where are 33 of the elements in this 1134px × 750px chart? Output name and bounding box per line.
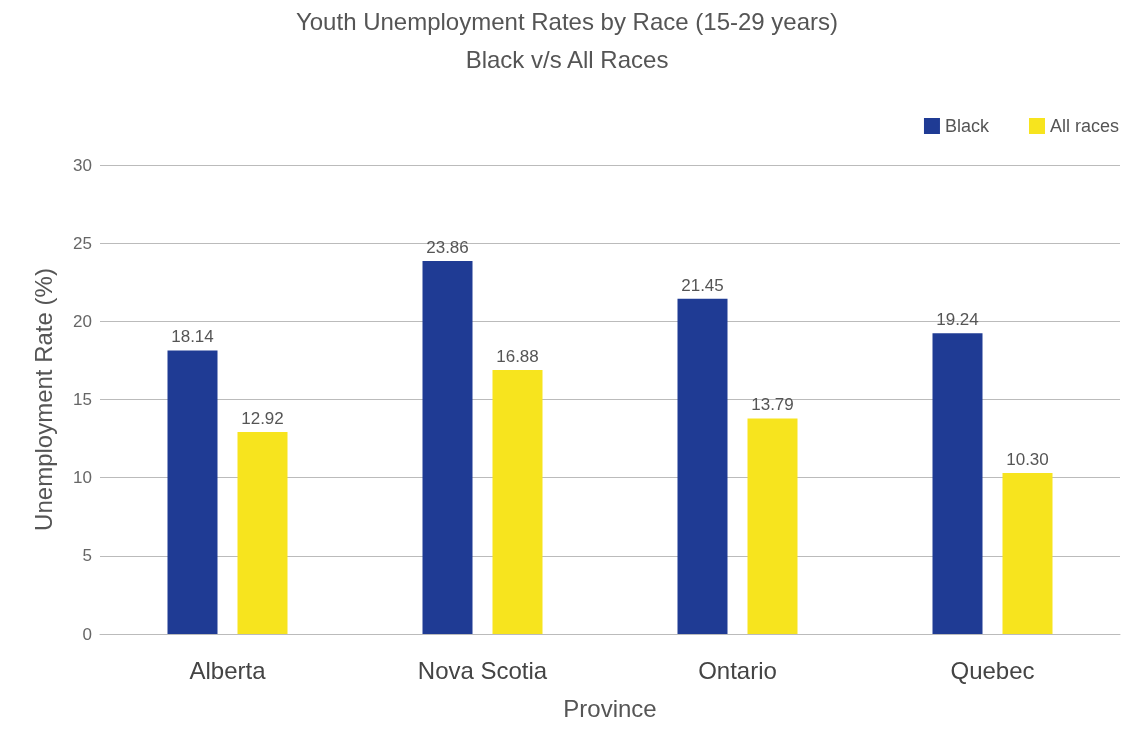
data-label: 10.30	[1006, 449, 1049, 469]
x-axis-title: Province	[563, 694, 657, 722]
legend-label: All races	[1049, 116, 1120, 136]
y-tick-label: 0	[82, 624, 92, 644]
bar	[167, 350, 218, 634]
x-tick-label: Nova Scotia	[417, 656, 548, 684]
y-tick-label: 20	[73, 311, 92, 331]
data-label: 23.86	[426, 237, 469, 257]
y-tick-label: 5	[82, 546, 92, 566]
y-tick-label: 15	[73, 390, 92, 409]
bar	[237, 432, 288, 634]
bar	[747, 418, 798, 634]
legend-label: Black	[944, 116, 990, 136]
x-tick-label: Ontario	[698, 656, 777, 684]
data-label: 16.88	[496, 347, 539, 367]
y-tick-label: 25	[73, 233, 92, 253]
bar	[677, 298, 728, 634]
bar	[492, 370, 543, 634]
bar	[932, 333, 983, 634]
bar	[422, 260, 473, 634]
bar	[1002, 472, 1053, 634]
x-tick-label: Alberta	[189, 656, 267, 684]
data-label: 19.24	[936, 310, 979, 330]
y-tick-label: 30	[73, 155, 92, 175]
chart-title: Youth Unemployment Rates by Race (15-29 years)	[295, 7, 839, 35]
data-label: 13.79	[751, 395, 794, 415]
chart-subtitle: Black v/s All Races	[465, 45, 669, 73]
y-axis-title: Unemployment Rate (%)	[29, 268, 57, 531]
y-tick-label: 10	[73, 468, 92, 488]
data-label: 21.45	[681, 275, 724, 295]
data-label: 12.92	[241, 409, 284, 429]
data-label: 18.14	[171, 327, 214, 347]
x-tick-label: Quebec	[950, 656, 1035, 684]
